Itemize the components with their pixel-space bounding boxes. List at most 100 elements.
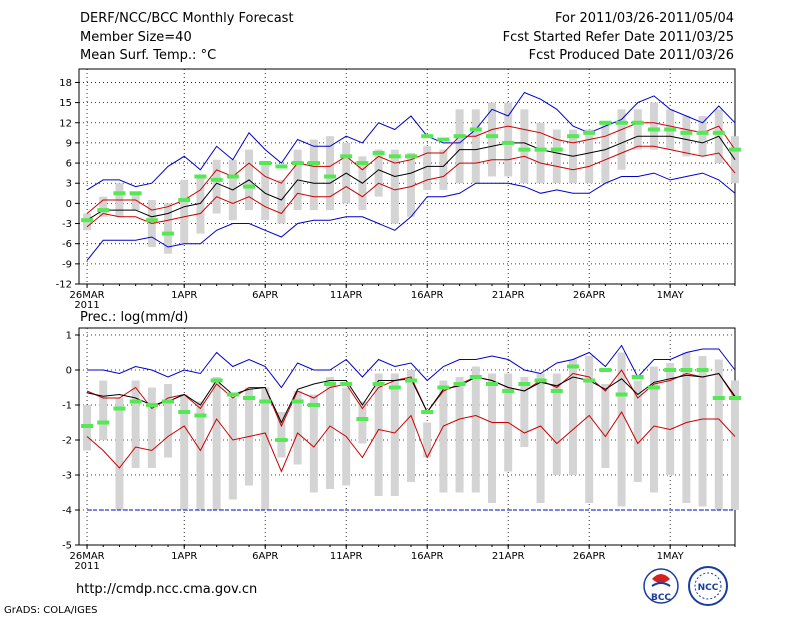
prec-observed-marker xyxy=(226,392,239,397)
prec-ytick-label: 0 xyxy=(66,366,72,377)
temp-xtick-sublabel: 2011 xyxy=(74,300,99,311)
temp-ytick-label: 6 xyxy=(66,159,72,170)
prec-range-box xyxy=(407,370,415,482)
temp-observed-marker xyxy=(372,150,385,155)
temp-xtick-label: 1MAY xyxy=(657,290,685,301)
prec-range-box xyxy=(666,363,675,475)
temp-ytick-label: -12 xyxy=(56,280,72,291)
temp-range-box xyxy=(326,136,335,211)
temp-observed-marker xyxy=(275,164,288,169)
temp-range-box xyxy=(617,109,626,170)
temp-xtick-label: 6APR xyxy=(252,290,278,301)
prec-range-box xyxy=(358,401,367,444)
temp-xtick-label: 11APR xyxy=(330,290,363,301)
temp-observed-marker xyxy=(502,140,515,145)
temp-observed-marker xyxy=(307,161,320,166)
prec-xtick-label: 1MAY xyxy=(657,551,685,562)
ncc-logo: NCC xyxy=(688,566,728,606)
prec-xtick-label: 16APR xyxy=(411,551,444,562)
temp-range-box xyxy=(487,102,496,177)
prec-range-box xyxy=(196,401,205,510)
prec-ytick-label: -5 xyxy=(62,541,72,552)
website-link[interactable]: http://cmdp.ncc.cma.gov.cn xyxy=(76,582,258,597)
forecast-period: For 2011/03/26-2011/05/04 xyxy=(555,11,734,26)
prec-ytick-label: -3 xyxy=(62,471,72,482)
precip-label: Prec.: log(mm/d) xyxy=(80,310,189,325)
grads-credit: GrADS: COLA/IGES xyxy=(4,605,98,616)
prec-observed-marker xyxy=(437,385,450,390)
temp-range-box xyxy=(212,159,221,214)
prec-observed-marker xyxy=(145,403,158,407)
temp-observed-marker xyxy=(81,218,94,223)
prec-observed-marker xyxy=(307,403,320,407)
prec-observed-marker xyxy=(647,385,660,390)
temp-range-box xyxy=(682,116,691,157)
prec-ytick-label: -4 xyxy=(62,506,72,517)
prec-range-box xyxy=(455,377,464,493)
prec-range-box xyxy=(180,394,189,510)
prec-observed-marker xyxy=(696,368,709,372)
temp-observed-marker xyxy=(599,120,612,125)
temp-observed-marker xyxy=(405,154,417,159)
variable-label: Mean Surf. Temp.: °C xyxy=(80,48,217,63)
prec-observed-marker xyxy=(275,438,288,442)
temp-observed-marker xyxy=(453,134,466,139)
temp-range-box xyxy=(601,122,610,184)
temp-range-box xyxy=(374,149,383,197)
prec-range-box xyxy=(487,373,496,503)
temp-observed-marker xyxy=(615,120,628,125)
prec-range-box xyxy=(326,377,335,489)
prec-range-box xyxy=(99,380,108,440)
prec-range-box xyxy=(228,398,237,500)
prec-std-band-line xyxy=(86,411,736,473)
prec-observed-marker xyxy=(502,389,515,393)
prec-observed-marker xyxy=(113,406,126,411)
prec-range-box xyxy=(293,391,302,465)
temp-range-box xyxy=(196,176,205,234)
temp-observed-marker xyxy=(647,127,660,132)
temp-observed-marker xyxy=(534,147,547,152)
prec-observed-marker xyxy=(680,368,693,372)
temp-observed-marker xyxy=(356,161,369,166)
prec-range-box xyxy=(164,384,173,458)
prec-range-box xyxy=(439,380,448,493)
prec-observed-marker xyxy=(324,382,337,386)
chart-title: DERF/NCC/BCC Monthly Forecast xyxy=(80,11,294,26)
prec-xtick-label: 11APR xyxy=(330,551,363,562)
prec-observed-marker xyxy=(664,368,677,372)
temp-range-box xyxy=(407,152,415,217)
prec-observed-marker xyxy=(340,382,353,386)
prec-observed-marker xyxy=(243,396,256,400)
temp-observed-marker xyxy=(226,174,239,179)
temp-range-box xyxy=(180,179,189,244)
temp-observed-marker xyxy=(437,137,450,142)
prec-observed-marker xyxy=(615,392,628,397)
prec-range-box xyxy=(585,356,594,503)
prec-range-box xyxy=(147,387,156,468)
bcc-logo: BCC xyxy=(643,568,679,604)
prec-xtick-label: 26APR xyxy=(573,551,606,562)
temp-ytick-label: 3 xyxy=(66,179,72,190)
prec-range-box xyxy=(390,373,399,496)
bcc-logo-text: BCC xyxy=(651,593,671,603)
prec-observed-marker xyxy=(405,378,417,383)
prec-range-box xyxy=(212,377,221,510)
prec-xtick-label: 1APR xyxy=(171,551,197,562)
prec-range-box xyxy=(131,380,140,468)
prec-ytick-label: -1 xyxy=(62,401,72,412)
temp-observed-marker xyxy=(162,231,175,236)
temp-range-box xyxy=(536,122,545,184)
temp-ytick-label: 0 xyxy=(66,199,72,210)
prec-observed-marker xyxy=(518,382,531,386)
temp-ensemble-mean-line xyxy=(86,135,736,221)
temp-range-box xyxy=(698,116,707,157)
prec-xtick-sublabel: 2011 xyxy=(74,561,99,572)
temp-ytick-label: -9 xyxy=(62,259,72,270)
temp-range-box xyxy=(504,102,513,177)
prec-xtick-label: 21APR xyxy=(492,551,525,562)
temp-observed-marker xyxy=(259,161,272,166)
prec-range-box xyxy=(309,394,318,493)
prec-observed-marker xyxy=(712,396,725,400)
